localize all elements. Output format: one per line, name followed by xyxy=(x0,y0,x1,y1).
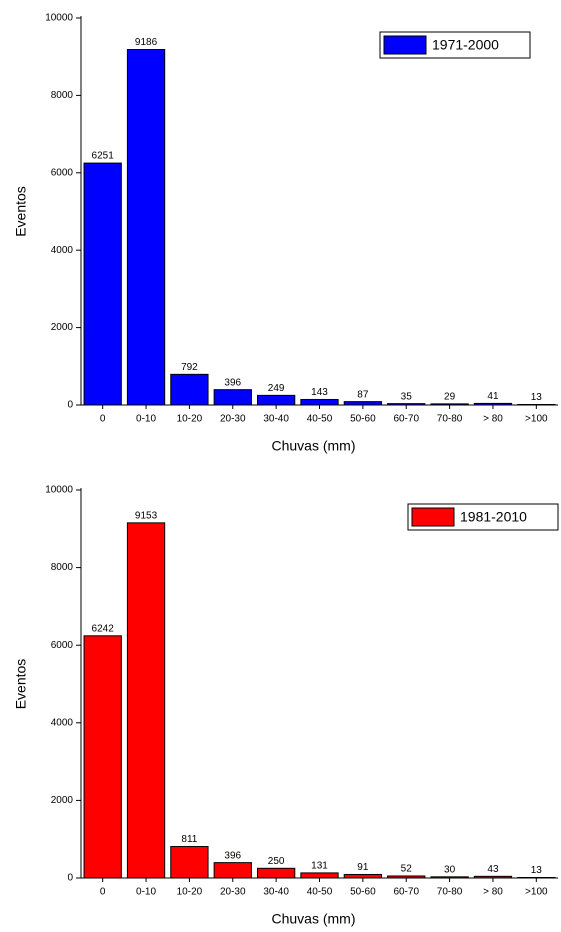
value-label: 143 xyxy=(311,387,328,398)
bar xyxy=(213,862,252,879)
x-tick-label: 0-10 xyxy=(136,414,156,425)
bar xyxy=(83,635,122,879)
value-label: 13 xyxy=(531,392,543,403)
y-tick-label: 6000 xyxy=(51,640,74,651)
value-label: 13 xyxy=(531,865,543,876)
bar xyxy=(126,522,166,879)
value-label: 792 xyxy=(181,362,198,373)
value-label: 41 xyxy=(487,391,499,402)
value-label: 396 xyxy=(224,850,241,861)
x-tick-label: 30-40 xyxy=(263,414,289,425)
bar xyxy=(213,389,252,406)
value-label: 30 xyxy=(444,864,456,875)
x-axis-label: Chuvas (mm) xyxy=(271,438,355,454)
y-tick-label: 4000 xyxy=(51,717,74,728)
x-tick-label: > 80 xyxy=(483,887,503,898)
x-tick-label: 70-80 xyxy=(437,887,463,898)
y-axis-label: Eventos xyxy=(13,186,29,237)
bar xyxy=(300,398,339,406)
x-tick-label: 40-50 xyxy=(307,414,333,425)
value-label: 91 xyxy=(357,862,369,873)
x-axis-label: Chuvas (mm) xyxy=(271,911,355,927)
x-tick-label: 30-40 xyxy=(263,887,289,898)
y-tick-label: 6000 xyxy=(51,167,74,178)
bar xyxy=(83,162,122,406)
x-tick-label: 60-70 xyxy=(393,887,419,898)
y-tick-label: 0 xyxy=(67,400,73,411)
legend-swatch xyxy=(411,507,455,527)
y-tick-label: 4000 xyxy=(51,245,74,256)
bar xyxy=(170,373,209,406)
y-tick-label: 8000 xyxy=(51,562,74,573)
bar xyxy=(126,49,166,406)
value-label: 87 xyxy=(357,389,369,400)
value-label: 6242 xyxy=(92,623,115,634)
x-tick-label: >100 xyxy=(525,887,548,898)
y-tick-label: 10000 xyxy=(45,13,73,24)
bar xyxy=(256,867,296,879)
x-tick-label: 50-60 xyxy=(350,887,376,898)
legend-label: 1981-2010 xyxy=(460,509,527,525)
legend-swatch xyxy=(383,35,427,55)
value-label: 43 xyxy=(487,864,499,875)
x-tick-label: 0-10 xyxy=(136,887,156,898)
value-label: 6251 xyxy=(92,151,115,162)
value-label: 9153 xyxy=(135,511,158,522)
x-tick-label: 10-20 xyxy=(177,887,203,898)
x-tick-label: 0 xyxy=(100,414,106,425)
x-tick-label: 70-80 xyxy=(437,414,463,425)
value-label: 29 xyxy=(444,392,456,403)
y-tick-label: 8000 xyxy=(51,90,74,101)
x-tick-label: 0 xyxy=(100,887,106,898)
x-tick-label: 10-20 xyxy=(177,414,203,425)
x-tick-label: 20-30 xyxy=(220,414,246,425)
bar xyxy=(343,873,383,879)
x-tick-label: >100 xyxy=(525,414,548,425)
bar xyxy=(343,401,383,406)
value-label: 249 xyxy=(268,383,285,394)
value-label: 396 xyxy=(224,377,241,388)
x-tick-label: 60-70 xyxy=(393,414,419,425)
y-tick-label: 2000 xyxy=(51,795,74,806)
value-label: 811 xyxy=(181,834,197,845)
x-tick-label: 50-60 xyxy=(350,414,376,425)
value-label: 131 xyxy=(311,861,328,872)
y-tick-label: 0 xyxy=(67,873,73,884)
value-label: 52 xyxy=(401,864,413,875)
value-label: 9186 xyxy=(135,37,158,48)
x-tick-label: 20-30 xyxy=(220,887,246,898)
bar xyxy=(170,846,209,879)
x-tick-label: > 80 xyxy=(483,414,503,425)
legend-label: 1971-2000 xyxy=(432,37,499,53)
x-tick-label: 40-50 xyxy=(307,887,333,898)
y-tick-label: 10000 xyxy=(45,485,73,496)
value-label: 35 xyxy=(401,391,413,402)
value-label: 250 xyxy=(268,856,285,867)
y-tick-label: 2000 xyxy=(51,322,74,333)
bar xyxy=(300,872,339,879)
y-axis-label: Eventos xyxy=(13,659,29,710)
bar xyxy=(256,394,296,406)
